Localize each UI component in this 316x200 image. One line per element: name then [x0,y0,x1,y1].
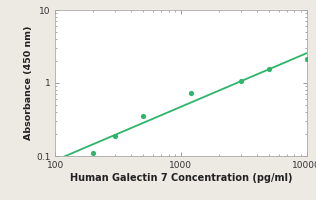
Point [91,151,96,155]
Point [113,135,118,138]
Point [266,68,271,71]
Point [238,79,243,82]
Point [304,58,309,61]
Point [188,92,193,95]
X-axis label: Human Galectin 7 Concentration (pg/ml): Human Galectin 7 Concentration (pg/ml) [70,173,292,183]
Point [141,115,146,118]
Y-axis label: Absorbance (450 nm): Absorbance (450 nm) [24,26,33,140]
